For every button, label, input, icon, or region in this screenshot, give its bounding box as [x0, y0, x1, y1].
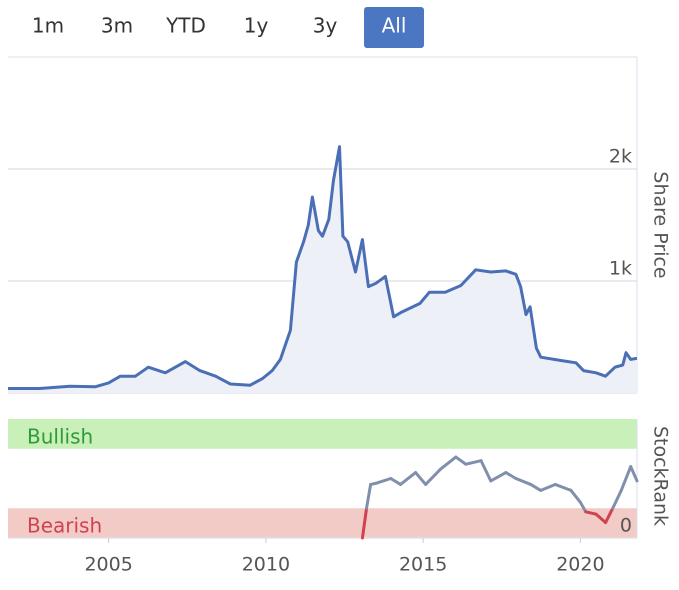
- rank-segment: [504, 471, 518, 480]
- rank-segment: [578, 500, 588, 514]
- y-axis-title: Share Price: [650, 171, 672, 278]
- range-button[interactable]: 3y: [313, 14, 338, 38]
- rank-segment: [529, 482, 543, 492]
- range-button[interactable]: YTD: [165, 14, 206, 38]
- rank-segment: [374, 477, 393, 485]
- rank-segment: [389, 477, 402, 486]
- range-button[interactable]: All: [382, 14, 407, 38]
- range-button[interactable]: 1m: [32, 14, 64, 38]
- rank-segment: [439, 455, 458, 471]
- rank-segment: [553, 482, 573, 492]
- range-button[interactable]: 1y: [244, 14, 269, 38]
- rank-segment: [629, 465, 639, 483]
- rank-segment: [569, 488, 582, 504]
- area: [8, 146, 637, 393]
- rank-segment: [424, 467, 443, 486]
- rank-segment: [398, 471, 418, 486]
- rank-segment: [539, 482, 557, 492]
- band-label: Bullish: [27, 424, 93, 448]
- y-tick-label: 1k: [609, 258, 632, 280]
- rank-segment: [360, 506, 369, 540]
- rank-segment: [414, 471, 428, 486]
- rank-segment: [365, 482, 373, 510]
- range-button-active[interactable]: [364, 7, 424, 48]
- x-tick-label: 2015: [399, 554, 447, 576]
- x-tick-label: 2005: [84, 554, 132, 576]
- y-tick-label: 0: [620, 515, 632, 537]
- rank-segment: [454, 455, 468, 466]
- rank-band: [8, 419, 637, 449]
- rank-segment: [514, 477, 533, 486]
- rank-segment: [594, 512, 608, 525]
- rank-segment: [489, 471, 508, 483]
- rank-band: [8, 508, 637, 538]
- x-tick-label: 2010: [242, 554, 290, 576]
- rank-segment: [619, 465, 633, 492]
- range-button[interactable]: 3m: [101, 14, 133, 38]
- rank-segment: [479, 459, 493, 483]
- rank-segment: [604, 506, 615, 525]
- rank-segment: [464, 459, 483, 466]
- band-label: Bearish: [27, 514, 102, 538]
- rank-segment: [611, 488, 623, 510]
- price-line: [8, 145, 638, 390]
- y-axis-title: StockRank: [650, 426, 672, 526]
- y-tick-label: 2k: [609, 146, 632, 168]
- rank-segment: [584, 510, 598, 516]
- x-tick-label: 2020: [556, 554, 604, 576]
